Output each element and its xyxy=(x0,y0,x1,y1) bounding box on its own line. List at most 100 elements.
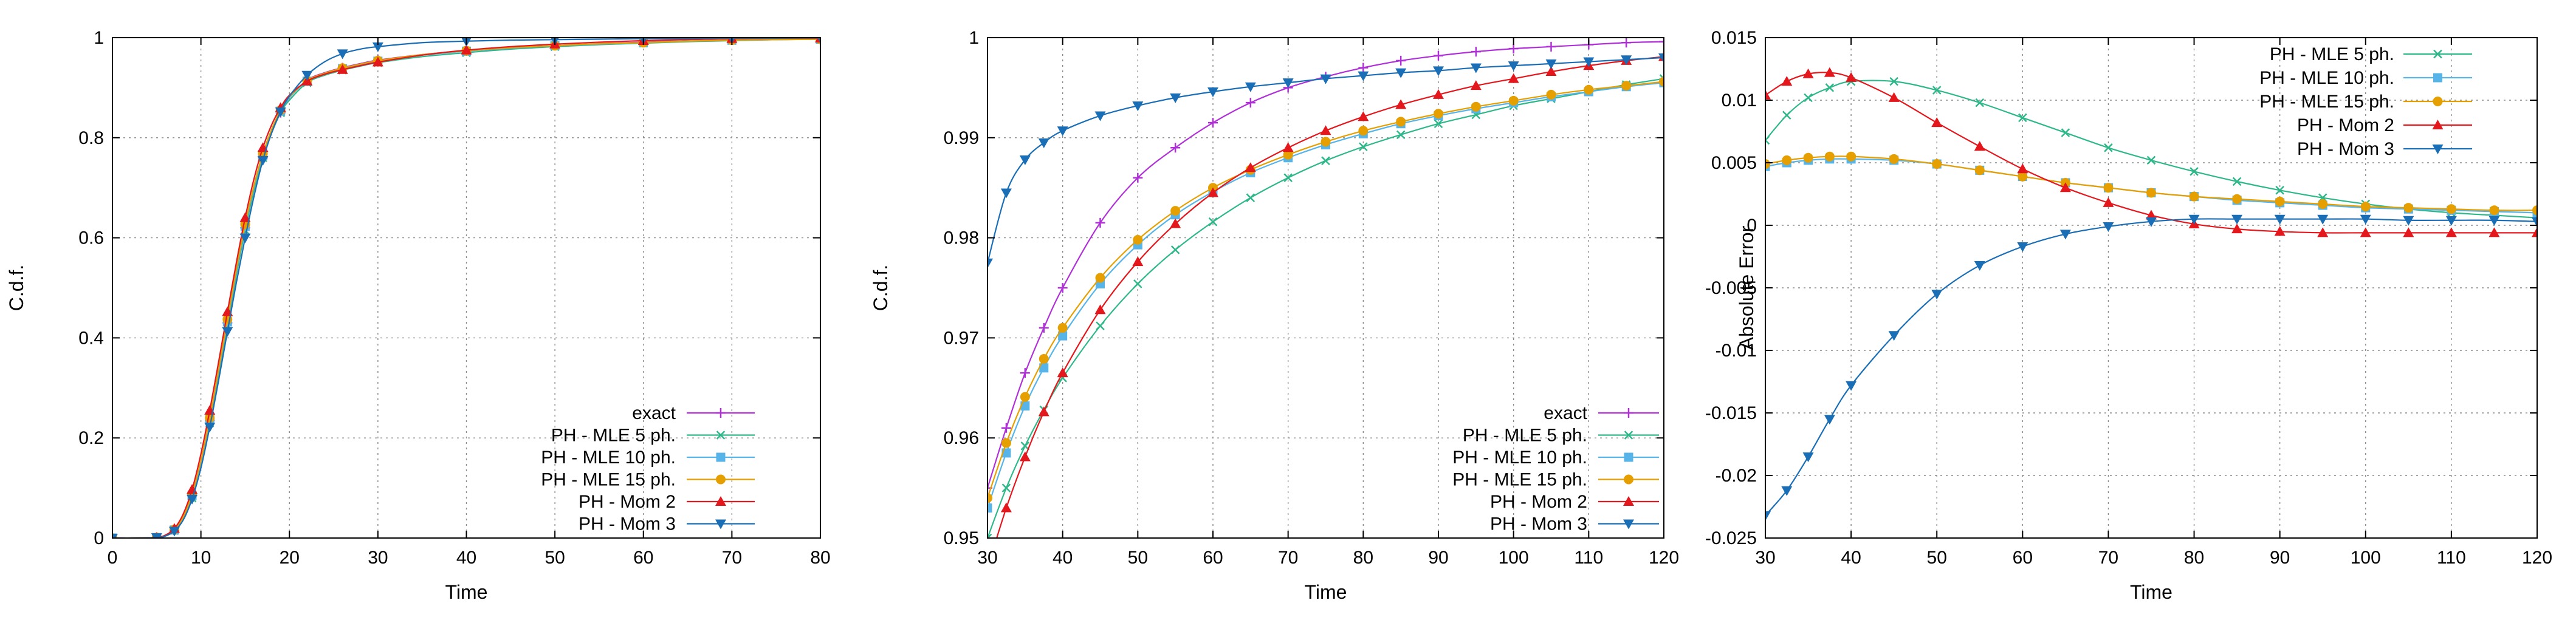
data-point xyxy=(2532,227,2537,237)
data-point xyxy=(1396,117,1406,127)
data-point xyxy=(1396,130,1406,140)
data-point xyxy=(1282,142,1294,152)
x-tick-label: 120 xyxy=(1649,548,1679,568)
data-point xyxy=(2446,204,2456,214)
x-tick-label: 70 xyxy=(722,548,742,568)
data-point xyxy=(1133,279,1142,288)
data-point xyxy=(372,42,383,52)
data-point xyxy=(1020,441,1030,451)
data-point xyxy=(2146,188,2156,198)
series-line xyxy=(112,38,820,538)
data-point xyxy=(1659,77,1664,87)
series-ph-mle-5-ph xyxy=(112,38,820,538)
data-point xyxy=(1283,173,1293,183)
data-point xyxy=(1433,66,1444,77)
x-tick-label: 90 xyxy=(2270,548,2290,568)
data-point xyxy=(2232,177,2242,186)
legend-swatch-marker xyxy=(1624,474,1633,485)
series-exact xyxy=(987,38,1664,493)
x-tick-label: 100 xyxy=(2351,548,2381,568)
data-point xyxy=(1359,142,1368,151)
x-tick-label: 10 xyxy=(191,548,211,568)
data-point xyxy=(337,64,348,74)
legend-label: PH - MLE 10 ph. xyxy=(541,448,676,468)
data-point xyxy=(1207,187,1218,197)
data-point xyxy=(817,38,820,43)
y-tick-label: 0.01 xyxy=(1722,90,1757,111)
y-tick-label: -0.015 xyxy=(1705,403,1757,423)
series-line xyxy=(112,38,820,538)
legend-label: PH - Mom 2 xyxy=(1490,492,1587,512)
series-ph-mle-10-ph xyxy=(112,38,820,538)
data-point xyxy=(987,493,992,503)
x-axis-label: Time xyxy=(1305,581,1347,603)
x-axis-label: Time xyxy=(445,581,488,603)
data-point xyxy=(1038,406,1049,417)
y-tick-label: 0.96 xyxy=(944,428,979,448)
legend-label: PH - MLE 15 ph. xyxy=(1452,470,1587,490)
data-point xyxy=(239,212,251,222)
legend-label: PH - MLE 15 ph. xyxy=(541,470,676,490)
data-point xyxy=(301,70,313,81)
legend-label: PH - Mom 3 xyxy=(579,514,676,534)
data-point xyxy=(1888,92,1900,102)
data-point xyxy=(1094,111,1106,121)
data-point xyxy=(1658,53,1664,63)
legend-label: exact xyxy=(1544,403,1587,423)
data-point xyxy=(2188,214,2200,225)
data-point xyxy=(2403,203,2414,213)
data-point xyxy=(1245,162,1256,172)
data-point xyxy=(222,327,233,337)
data-point xyxy=(2061,128,2070,137)
data-point xyxy=(2146,217,2157,227)
data-point xyxy=(987,503,992,513)
x-tick-label: 70 xyxy=(2098,548,2118,568)
data-point xyxy=(2190,167,2199,176)
grid xyxy=(112,38,820,538)
data-point xyxy=(1020,392,1030,402)
data-point xyxy=(1096,321,1105,330)
data-point xyxy=(2231,223,2243,234)
data-point xyxy=(1804,93,1813,103)
legend-swatch-marker xyxy=(2433,73,2442,83)
data-point xyxy=(1170,218,1181,228)
y-tick-label: 0 xyxy=(1747,216,1757,236)
data-point xyxy=(2231,214,2243,225)
data-point xyxy=(2360,214,2371,225)
y-tick-label: 0.95 xyxy=(944,528,979,548)
legend-swatch-marker xyxy=(2432,120,2444,129)
data-point xyxy=(1039,354,1049,364)
data-point xyxy=(1395,68,1407,78)
plot-frame xyxy=(987,37,1664,539)
x-tick-label: 80 xyxy=(2184,548,2204,568)
legend-label: PH - MLE 10 ph. xyxy=(1452,448,1587,468)
y-tick-label: 0.99 xyxy=(944,128,979,148)
data-point xyxy=(1001,423,1011,433)
y-tick-label: 0.98 xyxy=(944,228,979,248)
data-point xyxy=(1974,141,1985,151)
legend: PH - MLE 5 ph. PH - MLE 10 ph. PH - MLE 15… xyxy=(2259,44,2472,159)
data-point xyxy=(1621,38,1632,48)
data-point xyxy=(2275,186,2284,195)
y-tick-label: 0.4 xyxy=(78,328,104,348)
data-point xyxy=(1802,452,1814,463)
chart-panel-1: 0 10 20 30 40 50 60 70 80 0 0.2 0.4 0.6 0.8 1 Time C.d.f… xyxy=(5,28,831,603)
data-point xyxy=(1584,84,1594,95)
series-ph-mom-3 xyxy=(112,38,820,538)
data-point xyxy=(1888,331,1900,341)
data-point xyxy=(2103,222,2114,233)
data-point xyxy=(1320,74,1331,84)
data-point xyxy=(1802,68,1814,78)
data-point xyxy=(1825,83,1835,92)
x-tick-label: 70 xyxy=(1278,548,1298,568)
y-tick-label: 1 xyxy=(969,28,979,48)
data-point xyxy=(1545,66,1557,77)
data-point xyxy=(1038,138,1049,149)
data-point xyxy=(2489,205,2499,216)
data-point xyxy=(2403,216,2414,226)
data-point xyxy=(1932,86,1942,95)
x-tick-label: 100 xyxy=(1499,548,1529,568)
chart-panel-3: 30 40 50 60 70 80 90 100 110 120 -0.025 -0.02 -0.015… xyxy=(1705,28,2552,603)
